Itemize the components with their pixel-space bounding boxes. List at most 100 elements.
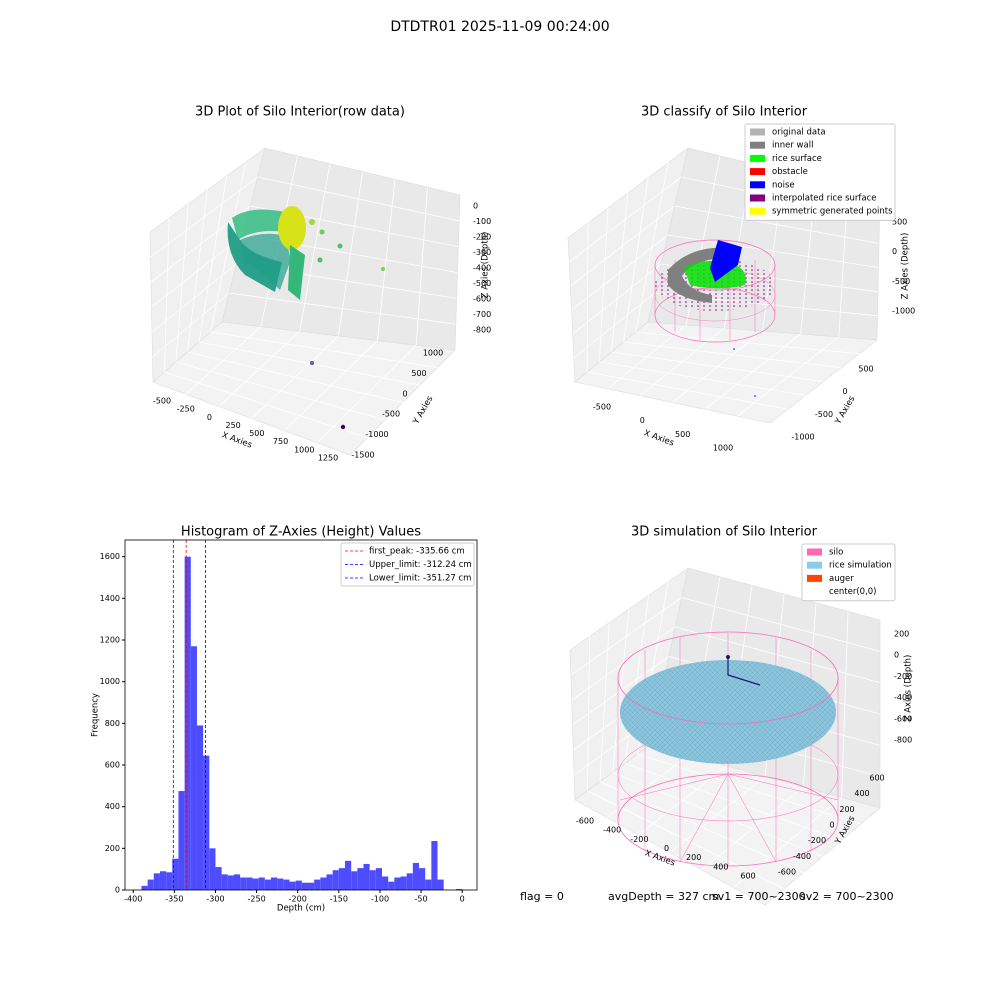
bar [283, 879, 290, 890]
x-tick-label: 1000 [294, 445, 314, 454]
y-tick-label: 1200 [100, 636, 120, 645]
chart-title: 3D Plot of Silo Interior(row data) [195, 105, 405, 120]
bar [264, 879, 271, 890]
bar [437, 879, 444, 890]
footer-text: flag = 0 [520, 890, 564, 903]
z-tick-label: -200 [894, 672, 912, 681]
x-axis-label: X Axies [642, 428, 675, 448]
bar [406, 873, 413, 890]
pane-grid [568, 176, 682, 263]
x-tick-label: 250 [226, 421, 241, 430]
bar [338, 868, 345, 890]
legend-label: Lower_limit: -351.27 cm [369, 574, 471, 584]
bar [166, 872, 173, 890]
legend-swatch [750, 154, 765, 162]
z-tick-label: -500 [473, 279, 491, 288]
pane-grid [733, 797, 842, 888]
y-tick-label: 400 [854, 789, 869, 798]
simulation [617, 631, 839, 867]
pane-grid [150, 176, 259, 258]
bar [326, 874, 333, 890]
y-tick-label: -1000 [365, 430, 388, 439]
bar [227, 875, 234, 890]
y-tick-label: 500 [411, 369, 426, 378]
x-tick-label: -400 [124, 895, 142, 904]
legend-label: interpolated rice surface [772, 194, 877, 204]
x-tick-label: 0 [460, 895, 465, 904]
legend-swatch [807, 574, 822, 582]
bar [252, 878, 259, 890]
bar [301, 882, 308, 890]
y-tick-label: 800 [105, 719, 120, 728]
bar [233, 874, 241, 890]
z-tick-label: -300 [473, 248, 491, 257]
z-tick-label: 0 [894, 651, 899, 660]
z-tick-label: 0 [892, 247, 897, 256]
y-tick-label: 1600 [100, 552, 120, 561]
x-tick-label: 600 [740, 872, 755, 881]
bar [159, 871, 167, 890]
bar [258, 877, 265, 890]
y-tick-label: -1500 [351, 451, 374, 460]
legend-label: symmetric generated points [772, 207, 893, 217]
x-tick-label: 0 [664, 844, 669, 853]
x-tick-label: -150 [330, 895, 348, 904]
x-tick-label: -200 [289, 895, 307, 904]
legend-label: obstacle [772, 167, 808, 177]
y-tick-label: 1000 [423, 349, 443, 358]
bar [375, 868, 383, 890]
x-tick-label: 200 [686, 853, 701, 862]
bar [141, 885, 148, 890]
y-axis-label: Y Axies [833, 394, 858, 427]
legend-swatch [750, 128, 765, 136]
bar [363, 863, 370, 890]
x-tick-label: 500 [675, 430, 690, 439]
bar [246, 877, 253, 890]
figure-title: DTDTR01 2025-11-09 00:24:00 [390, 19, 609, 35]
y-tick-label: -500 [815, 410, 833, 419]
x-tick-label: -400 [603, 826, 621, 835]
bar [209, 848, 216, 890]
legend-label: silo [829, 548, 843, 558]
y-tick-label: 1000 [100, 677, 120, 686]
bar [332, 870, 339, 890]
legend-swatch [807, 588, 822, 596]
y-tick-label: 0 [842, 387, 847, 396]
z-tick-label: -1000 [892, 307, 915, 316]
legend-box [340, 542, 475, 587]
bar [184, 556, 191, 890]
legend-label: noise [772, 180, 795, 190]
bar [289, 881, 296, 890]
bar [382, 876, 389, 890]
y-tick-label: 1400 [100, 594, 120, 603]
z-axis-label: Z Axies (Depth) [904, 655, 914, 722]
x-tick-label: 1000 [713, 444, 733, 453]
x-tick-label: 500 [249, 429, 264, 438]
x-tick-label: -500 [153, 397, 171, 406]
legend-swatch [807, 561, 822, 569]
x-tick-label: -50 [415, 895, 428, 904]
footer-text: sv1 = 700~2300 [712, 890, 806, 903]
bar [456, 888, 463, 890]
legend-swatch [750, 194, 765, 202]
bar [431, 841, 438, 890]
bar [196, 725, 204, 890]
legend-swatch [750, 168, 765, 176]
bar [178, 791, 185, 890]
y-tick-label: 200 [839, 805, 854, 814]
bar [345, 860, 352, 890]
y-tick-label: 200 [105, 844, 120, 853]
legend-label: inner wall [772, 141, 813, 151]
pane-grid [257, 176, 460, 222]
bar [394, 877, 401, 890]
legend-label: Upper_limit: -312.24 cm [369, 560, 472, 570]
z-axis-label: Z Axies (Depth) [901, 233, 911, 300]
bar [307, 882, 315, 890]
z-tick-label: -200 [473, 233, 491, 242]
z-tick-label: -700 [473, 310, 491, 319]
x-tick-label: 1250 [318, 454, 338, 463]
z-tick-label: -800 [894, 736, 912, 745]
x-tick-label: 0 [207, 413, 212, 422]
bar [320, 877, 327, 890]
